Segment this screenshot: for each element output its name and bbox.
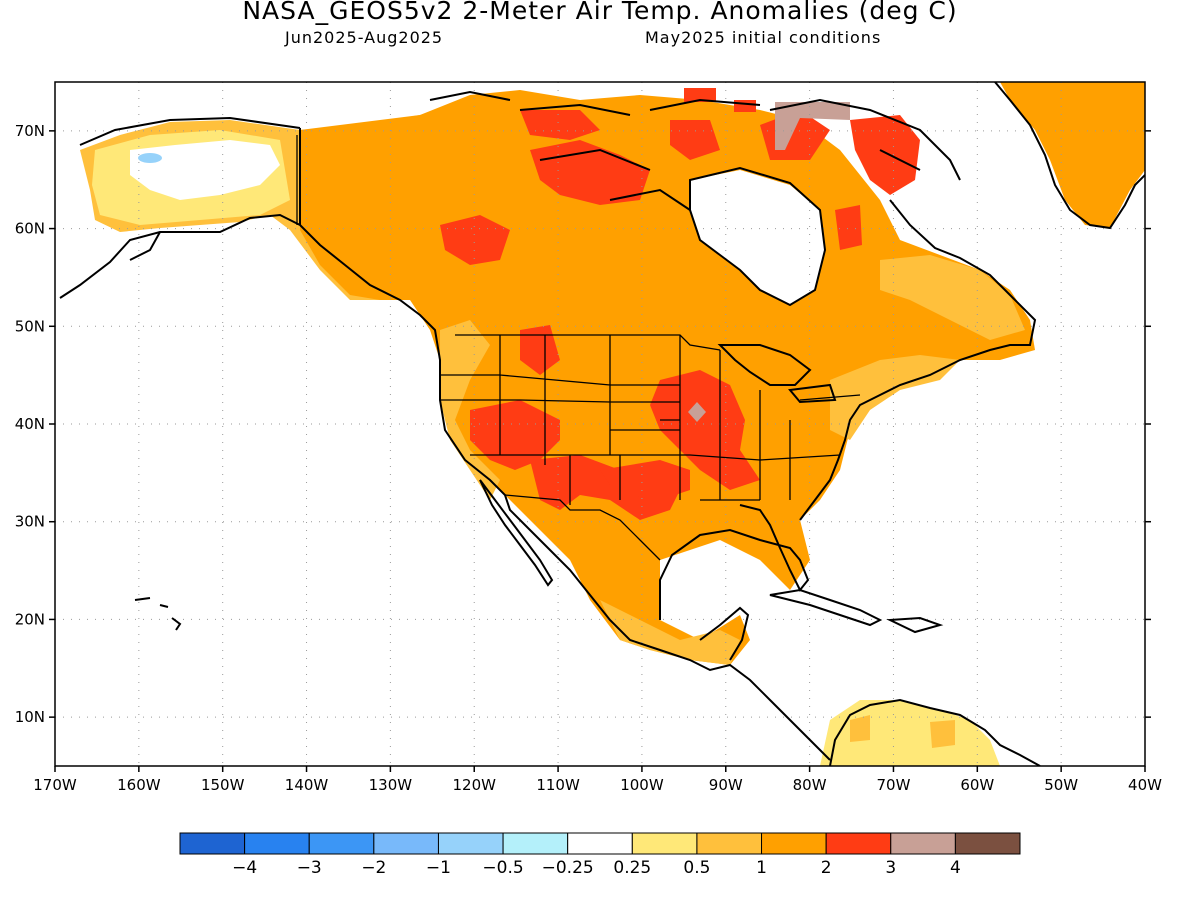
- anomaly-strong-labrador: [835, 205, 862, 250]
- lon-tick-label: 140W: [285, 776, 329, 794]
- anomaly-region-alaska-neutral: [130, 140, 280, 200]
- border-us-canada: [455, 334, 861, 401]
- lon-tick-label: 160W: [117, 776, 161, 794]
- lon-tick-label: 50W: [1044, 776, 1078, 794]
- anomaly-strong-great-basin: [470, 400, 560, 470]
- lon-tick-label: 40W: [1128, 776, 1162, 794]
- coastline-east: [799, 199, 1037, 521]
- lon-tick-label: 100W: [620, 776, 664, 794]
- colorbar-swatch: [244, 832, 310, 855]
- colorbar-swatch: [308, 832, 375, 855]
- lon-tick-label: 150W: [201, 776, 245, 794]
- anomaly-region-south-america-mod: [850, 715, 955, 748]
- lat-tick-label: 70N: [15, 122, 45, 140]
- anomaly-region-alaska-cool: [138, 153, 162, 163]
- coastline-greenland: [994, 82, 1145, 230]
- lat-tick-label: 30N: [15, 513, 45, 531]
- anomaly-region-greenland: [1000, 82, 1145, 228]
- colorbar-labels: −4 −3 −2 −1 −0.5 −0.25 0.25 0.5 1 2 3 4: [232, 858, 961, 878]
- colorbar-swatch: [502, 832, 569, 855]
- gridlines: [55, 82, 1145, 766]
- colorbar-swatch: [825, 832, 892, 855]
- lon-tick-label: 120W: [452, 776, 496, 794]
- anomaly-very-strong-iowa: [688, 402, 706, 422]
- colorbar-label: 0.25: [613, 858, 651, 878]
- lon-tick-label: 90W: [709, 776, 743, 794]
- colorbar-swatch: [631, 832, 698, 855]
- anomaly-strong-patch-1: [684, 88, 716, 102]
- colorbar-label: −1: [426, 858, 451, 878]
- anomaly-region-mexico-south: [600, 600, 740, 665]
- lon-tick-label: 70W: [877, 776, 911, 794]
- colorbar-swatch: [179, 832, 246, 855]
- map-title: NASA_GEOS5v2 2-Meter Air Temp. Anomalies…: [242, 0, 958, 25]
- coastline-cuba: [769, 588, 883, 627]
- anomaly-strong-nwt: [440, 215, 510, 265]
- colorbar-label: 2: [821, 858, 832, 878]
- colorbar-swatch: [761, 832, 827, 855]
- coastline-south-america: [829, 698, 1041, 766]
- coastline-yucatan: [699, 606, 750, 661]
- hudson-bay: [690, 170, 825, 305]
- anomaly-strong-midwest: [650, 370, 760, 490]
- coastline-baja: [479, 479, 554, 587]
- colorbar-label: −3: [297, 858, 322, 878]
- lat-tick-label: 60N: [15, 220, 45, 238]
- colorbar-swatch: [696, 832, 763, 855]
- coastline-great-lakes: [717, 344, 837, 404]
- colorbar-label: 1: [756, 858, 767, 878]
- coastline-hawaii: [134, 597, 182, 631]
- colorbar-label: −0.25: [542, 858, 594, 878]
- colorbar-label: −2: [361, 858, 386, 878]
- initial-conditions-label: May2025 initial conditions: [645, 28, 882, 47]
- anomaly-region-baffin-weak: [880, 255, 1025, 340]
- anomaly-strong-arctic-2: [520, 110, 600, 140]
- colorbar-label: 0.5: [683, 858, 710, 878]
- colorbar-swatch: [890, 832, 956, 855]
- anomaly-region-pacific-coast: [440, 320, 500, 500]
- coastline-gulf-mexico: [659, 504, 810, 620]
- forecast-period: Jun2025-Aug2025: [285, 28, 444, 47]
- colorbar-swatch: [373, 832, 439, 855]
- lon-tick-label: 110W: [536, 776, 580, 794]
- anomaly-strong-southern-plains: [530, 455, 680, 520]
- anomaly-strong-texas: [600, 460, 690, 500]
- coastline-hudson-bay: [689, 166, 827, 307]
- lon-tick-label: 60W: [960, 776, 994, 794]
- longitude-axis: 170W 160W 150W 140W 130W 120W 110W 100W 90W 80W 70…: [33, 766, 1162, 794]
- anomaly-very-strong-baffin: [775, 102, 850, 150]
- colorbar-label: −4: [232, 858, 257, 878]
- anomaly-strong-baffin: [850, 115, 920, 195]
- colorbar-label: 4: [950, 858, 961, 878]
- coastlines: [59, 82, 1145, 766]
- lat-tick-label: 40N: [15, 415, 45, 433]
- lat-tick-label: 20N: [15, 610, 45, 628]
- coastline-arctic-islands: [429, 90, 961, 211]
- coastline-pacific-nw: [299, 224, 831, 761]
- colorbar-swatch: [437, 832, 504, 855]
- political-borders: [296, 135, 861, 561]
- border-us-mexico: [504, 494, 661, 561]
- lon-tick-label: 130W: [369, 776, 413, 794]
- borders-us-states: [440, 335, 841, 505]
- lon-tick-label: 170W: [33, 776, 77, 794]
- colorbar: [179, 832, 1021, 855]
- lon-tick-label: 80W: [793, 776, 827, 794]
- colorbar-label: 3: [885, 858, 896, 878]
- lat-tick-label: 50N: [15, 317, 45, 335]
- coastline-alaska: [59, 116, 301, 299]
- latitude-axis: 70N 60N 50N 40N 30N 20N 10N: [15, 122, 1151, 726]
- anomaly-strong-patch-2: [734, 100, 756, 112]
- anomaly-strong-arctic-3: [670, 120, 720, 160]
- anomaly-strong-northern-plains: [520, 325, 560, 375]
- lat-tick-label: 10N: [15, 708, 45, 726]
- colorbar-label: −0.5: [482, 858, 523, 878]
- colorbar-swatch: [954, 832, 1021, 855]
- colorbar-swatch: [567, 832, 633, 855]
- coastline-hispaniola: [886, 616, 944, 634]
